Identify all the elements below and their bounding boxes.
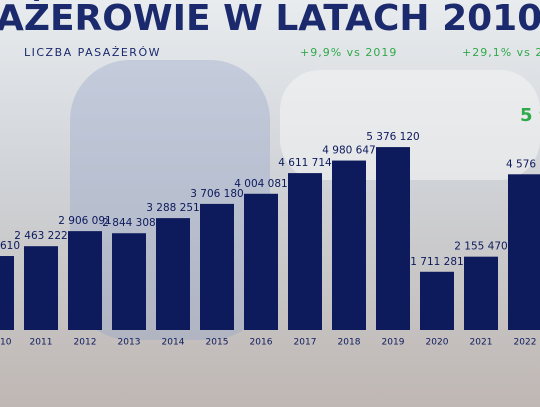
x-tick-label: 2012 <box>74 338 97 348</box>
value-label: 3 288 251 <box>146 202 199 214</box>
x-tick-label: 2011 <box>30 338 53 348</box>
value-label: 4 980 647 <box>322 145 375 157</box>
x-tick-label: 2014 <box>162 338 185 348</box>
x-tick-label: 2020 <box>426 338 449 348</box>
bar <box>0 256 14 330</box>
x-tick-label: 2016 <box>250 338 273 348</box>
value-label: 2 155 470 <box>454 241 507 253</box>
bar <box>68 231 102 330</box>
bar <box>112 233 146 330</box>
x-tick-label: 2013 <box>118 338 141 348</box>
value-label: 2 844 308 <box>102 217 155 229</box>
value-label: 3 706 180 <box>190 188 243 200</box>
plane-shape <box>280 70 540 180</box>
value-label: 610 <box>0 240 20 252</box>
bar <box>376 147 410 330</box>
value-label: 5 376 120 <box>366 131 419 143</box>
x-tick-label: 2022 <box>514 338 537 348</box>
x-tick-label: 2015 <box>206 338 229 348</box>
x-tick-label: 2019 <box>382 338 405 348</box>
bar <box>200 203 234 330</box>
value-label: 1 711 281 <box>410 256 463 268</box>
x-tick-label: 2018 <box>338 338 361 348</box>
annotation: +9,9% vs 2019 <box>300 46 397 59</box>
value-label: 2 906 091 <box>58 215 111 227</box>
subtitle: LICZBA PASAŻERÓW <box>24 46 161 59</box>
annotation: 5 9 <box>520 105 540 126</box>
bar <box>332 160 366 330</box>
annotation: +29,1% vs 2 <box>462 46 540 59</box>
value-label: 4 004 081 <box>234 178 287 190</box>
bar <box>420 271 454 330</box>
chart-title: AŻEROWIE W LATACH 2010-202 <box>0 0 540 39</box>
x-tick-label: 2017 <box>294 338 317 348</box>
bar <box>464 256 498 330</box>
bar <box>288 173 322 330</box>
bar <box>244 193 278 330</box>
x-tick-label: 2021 <box>470 338 493 348</box>
x-tick-label: 10 <box>0 338 12 348</box>
bar <box>24 246 58 330</box>
bar <box>508 174 540 330</box>
bar <box>156 218 190 330</box>
value-label: 2 463 222 <box>14 230 67 242</box>
value-label: 4 611 714 <box>278 157 332 169</box>
value-label: 4 576 76 <box>506 158 540 170</box>
